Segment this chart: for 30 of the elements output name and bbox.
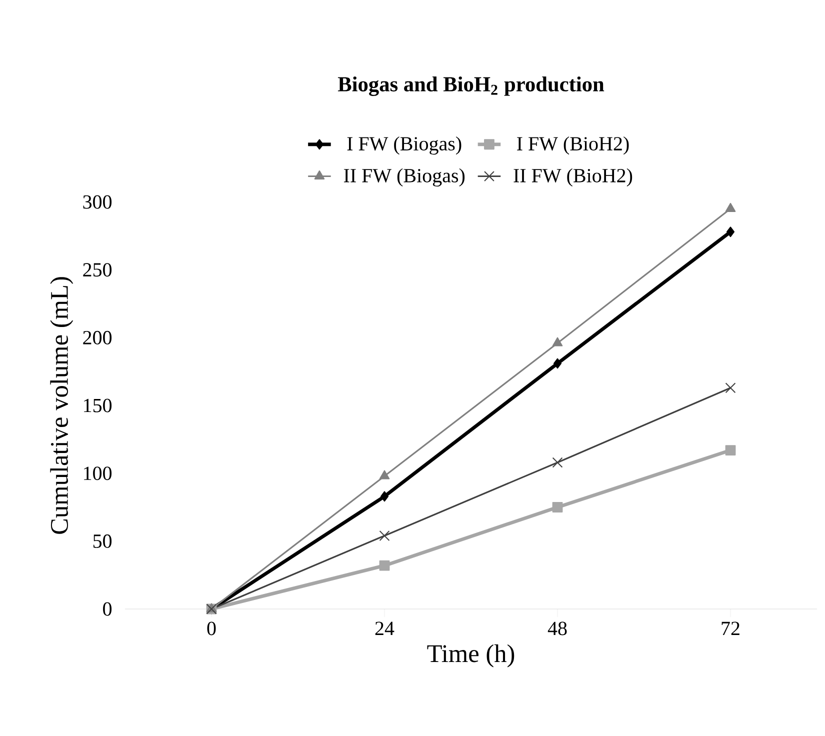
point <box>379 470 390 480</box>
point <box>725 382 736 394</box>
x-tick-label: 72 <box>722 622 740 635</box>
x-tick-label: 24 <box>375 622 394 635</box>
y-tick-label: 150 <box>84 398 112 412</box>
point <box>553 358 562 369</box>
point <box>379 560 390 571</box>
x-tick-label: 48 <box>548 622 567 636</box>
point <box>552 457 563 468</box>
legend-label: II FW (BioH2) <box>514 168 632 186</box>
legend-label: I FW (Biogas) <box>347 136 462 155</box>
y-tick-label: 300 <box>83 195 112 209</box>
y-tick-label: 200 <box>83 330 112 344</box>
point <box>726 226 735 238</box>
point <box>379 530 390 541</box>
legend-label: I FW (BioH2) <box>517 136 629 155</box>
point <box>552 337 563 346</box>
y-axis-title: Cumulative volume (mL) <box>50 277 74 534</box>
chart-title: Biogas and BioH$_{2}$ production <box>338 76 604 96</box>
point <box>725 202 736 212</box>
y-tick-label: 50 <box>93 534 112 548</box>
x-axis-title: Time (h) <box>427 644 514 668</box>
point <box>552 502 563 512</box>
y-tick-label: 250 <box>83 263 112 277</box>
y-tick-label: 100 <box>84 466 112 480</box>
point <box>380 491 389 502</box>
y-tick-label: 0 <box>103 602 112 616</box>
x-tick-label: 0 <box>207 622 216 636</box>
point <box>725 445 736 456</box>
legend-label: II FW (Biogas) <box>344 168 465 186</box>
